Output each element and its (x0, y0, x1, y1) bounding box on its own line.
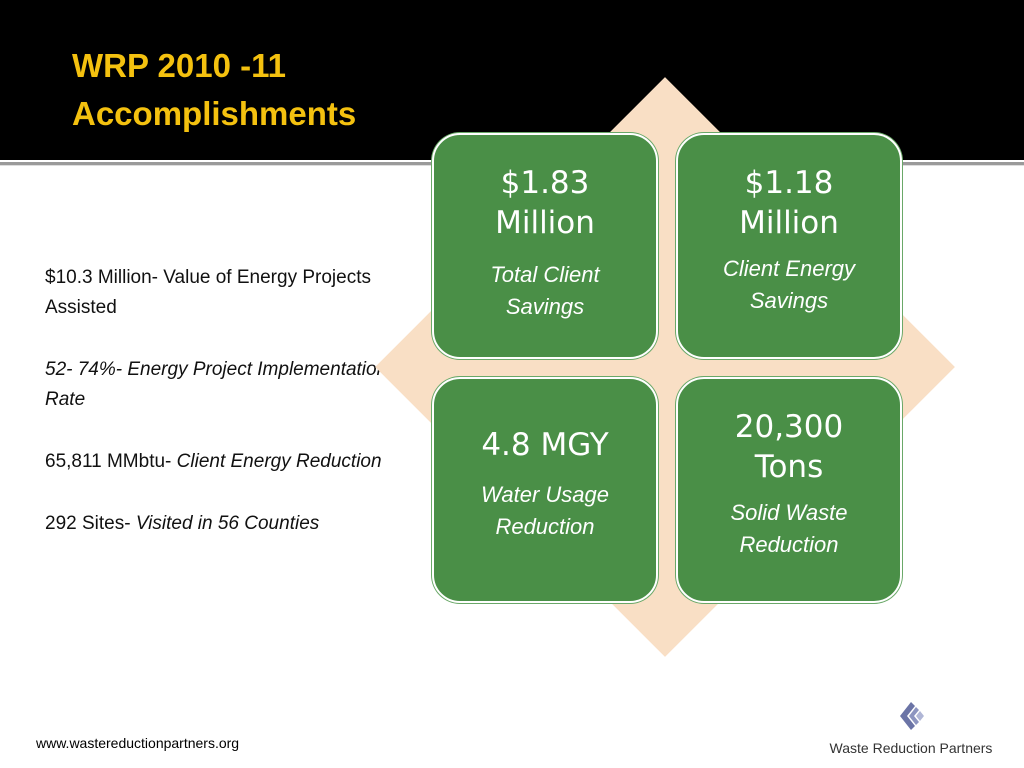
bullet-text: 292 Sites- (45, 513, 136, 534)
slide-title: WRP 2010 -11 Accomplishments (72, 42, 356, 138)
bullet-item: 65,811 MMbtu- Client Energy Reduction (45, 447, 405, 477)
stat-value: 20,300 Tons (734, 409, 844, 485)
bullet-list: $10.3 Million- Value of Energy Projects … (45, 263, 405, 571)
stat-box-solid-waste: 20,300 Tons Solid Waste Reduction (676, 377, 902, 603)
stat-box-total-savings: $1.83 Million Total Client Savings (432, 133, 658, 359)
bullet-text: $10.3 Million- Value of Energy Projects … (45, 267, 371, 318)
stat-value: $1.18 Million (739, 165, 839, 241)
stat-value: 4.8 MGY (481, 427, 609, 463)
logo: Waste Reduction Partners (826, 700, 996, 756)
bullet-item: $10.3 Million- Value of Energy Projects … (45, 263, 405, 323)
stat-box-energy-savings: $1.18 Million Client Energy Savings (676, 133, 902, 359)
footer-url[interactable]: www.wastereductionpartners.org (36, 735, 240, 751)
bullet-text: 52- 74%- Energy Project Implementation R… (45, 359, 388, 410)
stat-box-water: 4.8 MGY Water Usage Reduction (432, 377, 658, 603)
stat-label: Client Energy Savings (722, 256, 856, 313)
stat-label: Total Client Savings (490, 262, 600, 319)
logo-text: Waste Reduction Partners (829, 740, 993, 756)
stat-label: Solid Waste Reduction (730, 500, 848, 557)
stat-label: Water Usage Reduction (481, 482, 609, 539)
bullet-item: 292 Sites- Visited in 56 Counties (45, 509, 405, 539)
stat-value: $1.83 Million (495, 165, 595, 241)
bullet-item: 52- 74%- Energy Project Implementation R… (45, 355, 405, 415)
logo-icon (900, 702, 924, 730)
title-line-1: WRP 2010 -11 (72, 47, 287, 84)
bullet-text-italic: Visited in 56 Counties (135, 513, 320, 534)
bullet-text-italic: Client Energy Reduction (176, 451, 382, 472)
bullet-text: 65,811 MMbtu- (45, 451, 177, 472)
title-line-2: Accomplishments (72, 95, 357, 132)
